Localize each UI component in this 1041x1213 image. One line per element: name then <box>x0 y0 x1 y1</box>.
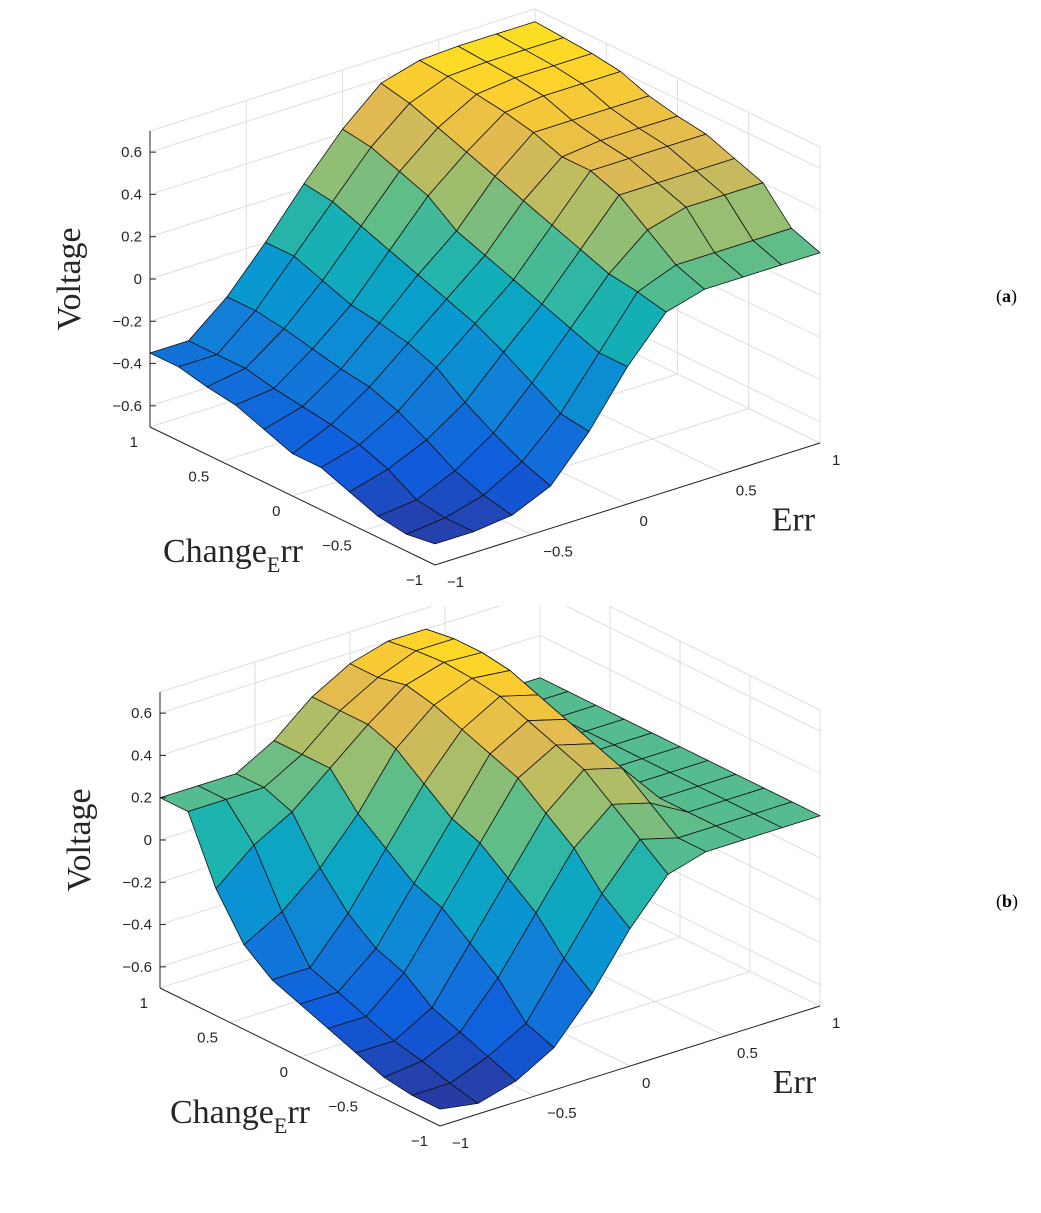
z-axis-label: Voltage <box>61 788 98 891</box>
z-tick-label: −0.2 <box>112 313 142 330</box>
z-tick-label: −0.4 <box>122 917 152 934</box>
x-tick-label: −1 <box>452 1135 469 1152</box>
y-tick-label: 0 <box>272 503 280 520</box>
surface-plot-a-svg: −0.6 −0.4 −0.2 0 0.2 0.4 0.6 −1 −0.5 0 0.5 1 −1 −0.5 0… <box>51 8 840 591</box>
x-tick-label: −0.5 <box>543 544 573 561</box>
panel-label-b-open: ( <box>996 891 1002 911</box>
y-tick-label: −1 <box>406 572 423 589</box>
grid-line <box>534 8 821 148</box>
z-tick-label: 0.6 <box>121 144 142 161</box>
grid-line <box>159 606 434 693</box>
y-axis-label-tail: rr <box>280 533 303 570</box>
surface-plot-b-svg: −0.6 −0.4 −0.2 0 0.2 0.4 0.6 −1 −0.5 0 0.5 1 −1 −0.5 0… <box>61 606 840 1152</box>
y-axis-label-sub: E <box>267 552 280 577</box>
surface-plot-b: −0.6 −0.4 −0.2 0 0.2 0.4 0.6 −1 −0.5 0 0.5 1 −1 −0.5 0… <box>0 606 1041 1213</box>
surface-plot-a: −0.6 −0.4 −0.2 0 0.2 0.4 0.6 −1 −0.5 0 0.5 1 −1 −0.5 0… <box>0 0 1041 600</box>
y-tick-label: 1 <box>130 434 138 451</box>
y-axis-label: ChangeErr <box>170 1094 311 1138</box>
ticks: −0.6 −0.4 −0.2 0 0.2 0.4 0.6 −1 −0.5 0 0.5 1 −1 −0.5 0… <box>112 144 840 591</box>
x-tick-label: 0 <box>642 1075 650 1092</box>
x-tick-label: 0.5 <box>737 1045 758 1062</box>
x-axis-label: Err <box>773 1064 817 1101</box>
x-axis-label: Err <box>772 501 816 538</box>
y-axis-line <box>149 426 436 566</box>
panel-label-b-close: ) <box>1012 891 1019 911</box>
z-tick-label: 0 <box>144 832 152 849</box>
z-tick-label: 0.4 <box>121 186 142 203</box>
x-tick-label: −0.5 <box>547 1105 577 1122</box>
panel-label-b: (b) <box>996 891 1018 912</box>
x-tick-label: 1 <box>832 452 840 469</box>
y-axis-label-sub: E <box>274 1113 287 1138</box>
z-tick-label: 0.2 <box>121 229 142 246</box>
y-axis-label: ChangeErr <box>163 533 304 577</box>
x-axis-line <box>439 1005 821 1127</box>
panel-label-a-close: ) <box>1011 286 1017 306</box>
z-tick-label: 0 <box>134 271 142 288</box>
ticks: −0.6 −0.4 −0.2 0 0.2 0.4 0.6 −1 −0.5 0 0.5 1 −1 −0.5 0… <box>122 705 840 1152</box>
z-tick-label: −0.6 <box>112 398 142 415</box>
y-axis-label-main: Change <box>170 1094 274 1131</box>
z-tick-label: −0.6 <box>122 959 152 976</box>
y-tick-label: −1 <box>411 1133 428 1150</box>
y-tick-label: −0.5 <box>322 538 352 555</box>
panel-label-a: (a) <box>996 286 1017 307</box>
y-tick-label: 1 <box>140 995 148 1012</box>
y-axis-line <box>159 987 441 1127</box>
x-tick-label: 1 <box>832 1015 840 1032</box>
x-tick-label: 0 <box>640 513 648 530</box>
surface-patch <box>411 1082 479 1110</box>
x-axis-line <box>434 442 821 566</box>
panel-label-b-letter: b <box>1002 891 1013 911</box>
grid-line <box>607 606 821 711</box>
y-tick-label: 0 <box>280 1064 288 1081</box>
z-tick-label: 0.6 <box>131 705 152 722</box>
panel-label-a-letter: a <box>1002 286 1011 306</box>
surface <box>159 628 821 1110</box>
grid-line <box>149 8 536 132</box>
y-axis-label-tail: rr <box>287 1094 310 1131</box>
z-tick-label: 0.4 <box>131 747 152 764</box>
surface-patch <box>406 517 474 545</box>
z-axis-label: Voltage <box>51 227 88 330</box>
z-tick-label: 0.2 <box>131 790 152 807</box>
x-tick-label: −1 <box>447 574 464 591</box>
x-tick-label: 0.5 <box>736 483 757 500</box>
surface <box>149 21 821 545</box>
y-tick-label: 0.5 <box>188 469 209 486</box>
z-tick-label: −0.4 <box>112 356 142 373</box>
y-tick-label: 0.5 <box>197 1030 218 1047</box>
panel-label-a-open: ( <box>996 286 1002 306</box>
y-axis-label-main: Change <box>163 533 267 570</box>
y-tick-label: −0.5 <box>328 1099 358 1116</box>
z-tick-label: −0.2 <box>122 874 152 891</box>
